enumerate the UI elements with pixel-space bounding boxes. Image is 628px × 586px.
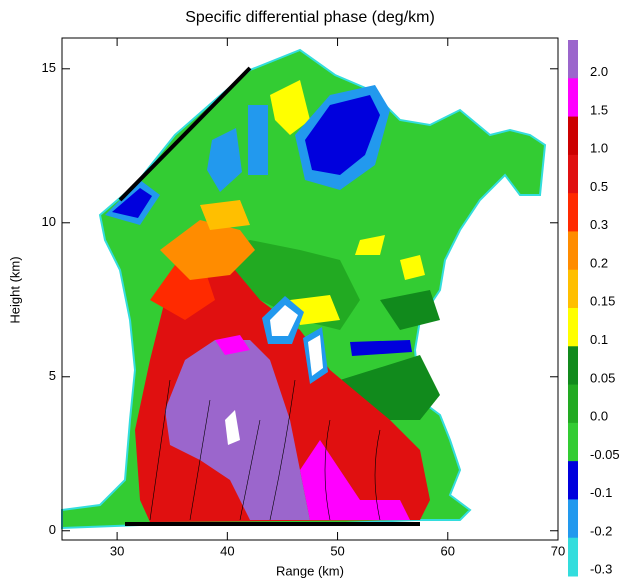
hole [308, 335, 323, 376]
colorbar-band [568, 346, 578, 386]
contour-region [112, 188, 152, 218]
colorbar-band [568, 499, 578, 539]
colorbar-band [568, 269, 578, 309]
contour-region [350, 340, 412, 356]
field [61, 48, 547, 530]
colorbar-band [568, 308, 578, 347]
y-tick-label: 5 [49, 368, 56, 383]
hole [225, 410, 240, 445]
contour-line [374, 429, 381, 521]
y-axis-label: Height (km) [7, 256, 22, 323]
chart-title: Specific differential phase (deg/km) [185, 9, 435, 26]
contour-region [380, 290, 440, 330]
plot-frame [61, 37, 559, 541]
colorbar-band [568, 193, 578, 232]
contour-line [239, 419, 261, 521]
colorbar-label: 1.5 [590, 102, 608, 117]
beam-edge [118, 66, 252, 202]
contour-region [355, 235, 385, 255]
colorbar-band [568, 40, 578, 79]
contour-region [215, 335, 250, 355]
contour-region [305, 95, 380, 175]
x-tick-label: 40 [220, 543, 234, 558]
x-tick-label: 60 [441, 543, 455, 558]
colorbar-band [568, 461, 578, 500]
y-tick-label: 15 [42, 60, 56, 75]
colorbar-label: 0.5 [590, 179, 608, 194]
colorbar-label: 0.0 [590, 409, 608, 424]
contour-line [269, 379, 296, 521]
contour-line [149, 379, 171, 521]
contour-region [400, 255, 425, 280]
contour-line [189, 399, 211, 521]
colorbar-band [568, 231, 578, 271]
colorbar-band [568, 384, 578, 424]
y-tick-label: 10 [42, 214, 56, 229]
y-tick-label: 0 [49, 522, 56, 537]
x-tick-label: 50 [330, 543, 344, 558]
contour-region [300, 440, 410, 520]
contour-region [207, 128, 242, 192]
colorbar-label: -0.3 [590, 562, 612, 577]
colorbar-label: 1.0 [590, 141, 608, 156]
colorbar-band [568, 537, 578, 577]
colorbar-band [568, 116, 578, 156]
colorbar-label: 0.1 [590, 332, 608, 347]
contour-line [324, 419, 331, 521]
x-tick-label: 30 [110, 543, 124, 558]
contour-region [248, 105, 268, 175]
x-axis-label: Range (km) [276, 563, 344, 578]
colorbar-label: 0.05 [590, 370, 615, 385]
contour-region [200, 200, 250, 230]
colorbar-label: -0.05 [590, 447, 620, 462]
colorbar-label: -0.2 [590, 523, 612, 538]
colorbar-band [568, 78, 578, 118]
colorbar-label: 2.0 [590, 64, 608, 79]
x-tick-label: 70 [551, 543, 565, 558]
colorbar-label: 0.2 [590, 255, 608, 270]
colorbar-label: 0.3 [590, 217, 608, 232]
hole [270, 305, 298, 336]
contour-region [160, 220, 255, 280]
colorbar-band [568, 154, 578, 194]
contour-region [290, 295, 340, 325]
colorbar-label: 0.15 [590, 294, 615, 309]
colorbar-band [568, 422, 578, 462]
colorbar-label: -0.1 [590, 485, 612, 500]
contour-region [270, 80, 310, 135]
